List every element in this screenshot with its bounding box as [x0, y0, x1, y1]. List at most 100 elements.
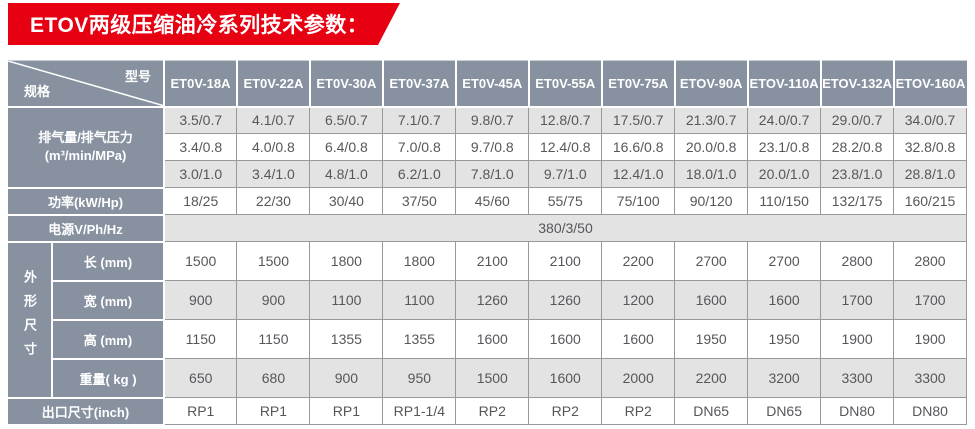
capacity-label-line2: (m³/min/MPa) [44, 148, 127, 163]
table-cell: RP2 [528, 397, 603, 425]
model-header: ETOV-90A [673, 60, 748, 108]
table-cell: DN80 [893, 397, 967, 425]
title-banner: ETOV两级压缩油冷系列技术参数： [8, 3, 400, 45]
table-cell: 4.0/0.8 [236, 133, 311, 161]
table-cell: 20.0/0.8 [674, 133, 749, 161]
model-header: ET0V-45A [454, 60, 529, 108]
corner-cell: 型号 规格 [8, 60, 165, 108]
table-cell: DN80 [820, 397, 895, 425]
table-cell: 12.8/0.7 [528, 106, 603, 134]
table-cell: 2700 [674, 241, 749, 281]
power-row: 功率(kW/Hp) 18/25 22/30 30/40 37/50 45/60 55/75… [8, 187, 967, 216]
capacity-label-line1: 排气量/排气压力 [38, 130, 133, 146]
table-cell: 950 [382, 358, 457, 398]
table-cell: 2700 [747, 241, 822, 281]
model-header: ET0V-37A [381, 60, 456, 108]
table-cell: 900 [163, 280, 238, 320]
table-cell: 18.0/1.0 [674, 160, 749, 188]
table-cell: 1600 [747, 280, 822, 320]
table-cell: 1900 [893, 319, 967, 359]
table-cell: 22/30 [236, 187, 311, 215]
table-cell: 1200 [601, 280, 676, 320]
table-cell: 1355 [382, 319, 457, 359]
table-cell: 34.0/0.7 [893, 106, 967, 134]
table-cell: 32.8/0.8 [893, 133, 967, 161]
table-cell: 75/100 [601, 187, 676, 215]
table-cell: 2200 [674, 358, 749, 398]
weight-label: 重量( kg ) [51, 358, 165, 399]
table-cell: 1500 [236, 241, 311, 281]
table-cell: 1600 [528, 358, 603, 398]
dimensions-group-label-text: 外形尺寸 [22, 270, 37, 366]
table-cell: 132/175 [820, 187, 895, 215]
table-cell: 1950 [674, 319, 749, 359]
table-cell: 7.0/0.8 [382, 133, 457, 161]
corner-model-label: 型号 [124, 69, 151, 84]
table-cell: 1900 [820, 319, 895, 359]
table-cell: 6.5/0.7 [309, 106, 384, 134]
table-cell: 6.2/1.0 [382, 160, 457, 188]
table-cell: RP1 [163, 397, 238, 425]
table-cell: 1600 [601, 319, 676, 359]
table-cell: 4.1/0.7 [236, 106, 311, 134]
table-cell: 21.3/0.7 [674, 106, 749, 134]
capacity-row-0.7MPa: 排气量/排气压力 (m³/min/MPa) 3.5/0.7 4.1/0.7 6.5/… [8, 106, 967, 189]
table-cell: 3.0/1.0 [163, 160, 238, 188]
capacity-row-1.0MPa: 3.0/1.0 3.4/1.0 4.8/1.0 6.2/1.0 7.8/1.0 9.7/1… [8, 160, 967, 188]
model-header: ET0V-75A [600, 60, 675, 108]
table-cell: DN65 [747, 397, 822, 425]
table-cell: 3300 [820, 358, 895, 398]
model-header: ETOV-160A [892, 60, 967, 108]
table-cell: 1600 [674, 280, 749, 320]
table-cell: 1260 [528, 280, 603, 320]
table-cell: 3300 [893, 358, 967, 398]
table-cell: RP1 [309, 397, 384, 425]
table-cell: 12.4/0.8 [528, 133, 603, 161]
spec-table: 型号 规格 ET0V-18A ET0V-22A ET0V-30A ET0V-37A ET… [8, 60, 967, 426]
dimension-row-weight: 重量( kg ) 650 680 900 950 1500 1600 2000 2200 320… [8, 358, 967, 399]
table-cell: RP2 [455, 397, 530, 425]
table-cell: 2100 [528, 241, 603, 281]
length-label: 长 (mm) [51, 241, 165, 282]
table-cell: 17.5/0.7 [601, 106, 676, 134]
table-cell: 12.4/1.0 [601, 160, 676, 188]
table-cell: 1600 [455, 319, 530, 359]
table-cell: 23.8/1.0 [820, 160, 895, 188]
table-cell: 2100 [455, 241, 530, 281]
table-cell: 1100 [382, 280, 457, 320]
table-cell: 90/120 [674, 187, 749, 215]
table-cell: 3.4/1.0 [236, 160, 311, 188]
outlet-row: 出口尺寸(inch) RP1 RP1 RP1 RP1-1/4 RP2 RP2 RP2 DN65… [8, 397, 967, 426]
table-cell: 1355 [309, 319, 384, 359]
table-cell: 2200 [601, 241, 676, 281]
table-cell: 110/150 [747, 187, 822, 215]
table-cell: 9.7/0.8 [455, 133, 530, 161]
table-cell: 1260 [455, 280, 530, 320]
outlet-label: 出口尺寸(inch) [8, 397, 165, 426]
width-label: 宽 (mm) [51, 280, 165, 321]
capacity-label: 排气量/排气压力 (m³/min/MPa) [8, 106, 165, 189]
table-cell: 160/215 [893, 187, 967, 215]
table-cell: 9.7/1.0 [528, 160, 603, 188]
table-cell: 2800 [893, 241, 967, 281]
table-cell: RP1-1/4 [382, 397, 457, 425]
diagonal-divider [8, 61, 163, 106]
power-label: 功率(kW/Hp) [8, 187, 165, 216]
table-cell: 900 [309, 358, 384, 398]
table-cell: 1700 [820, 280, 895, 320]
table-cell: 650 [163, 358, 238, 398]
table-cell: 28.2/0.8 [820, 133, 895, 161]
model-header: ET0V-30A [308, 60, 383, 108]
table-cell: 1950 [747, 319, 822, 359]
model-header: ET0V-18A [163, 60, 237, 108]
model-header: ETOV-110A [746, 60, 821, 108]
table-cell: 18/25 [163, 187, 238, 215]
table-cell: RP1 [236, 397, 311, 425]
page-title: ETOV两级压缩油冷系列技术参数： [30, 14, 369, 37]
table-cell: 20.0/1.0 [747, 160, 822, 188]
supply-label: 电源V/Ph/Hz [8, 214, 165, 243]
table-cell: 3.4/0.8 [163, 133, 238, 161]
table-cell: 23.1/0.8 [747, 133, 822, 161]
table-cell: 900 [236, 280, 311, 320]
dimensions-group-label: 外形尺寸 [8, 241, 52, 399]
